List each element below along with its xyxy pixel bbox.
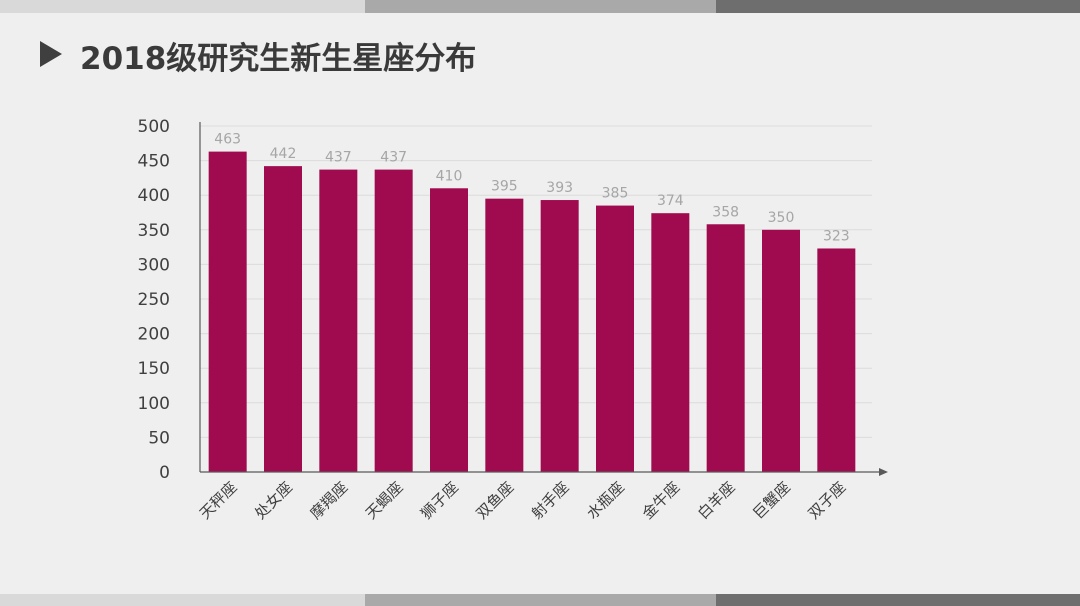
data-label: 350 <box>768 210 795 226</box>
x-tick-label: 天蝎座 <box>362 478 407 523</box>
bottom-bar-segment-mid <box>365 594 716 606</box>
data-label: 393 <box>546 180 573 196</box>
y-tick-label: 500 <box>138 117 170 137</box>
bar-6 <box>485 198 524 472</box>
data-label: 442 <box>270 146 297 162</box>
y-tick-label: 350 <box>138 221 170 241</box>
data-label: 374 <box>657 193 684 209</box>
x-tick-label: 白羊座 <box>694 478 739 523</box>
x-tick-label: 狮子座 <box>417 478 462 523</box>
data-label: 395 <box>491 179 518 195</box>
x-tick-label: 处女座 <box>251 478 296 523</box>
x-tick-label: 天秤座 <box>196 478 241 523</box>
y-tick-label: 200 <box>138 325 170 345</box>
data-label: 437 <box>325 150 352 166</box>
y-tick-label: 50 <box>148 428 170 448</box>
x-tick-label: 双鱼座 <box>473 478 518 523</box>
data-label: 323 <box>823 228 850 244</box>
bottom-bar-segment-dark <box>716 594 1080 606</box>
data-label: 463 <box>214 132 241 148</box>
data-label: 437 <box>380 150 407 166</box>
x-tick-label: 水瓶座 <box>583 478 628 523</box>
bar-11 <box>762 229 800 472</box>
top-bar-segment-light <box>0 0 365 13</box>
bar-8 <box>596 205 634 472</box>
data-label: 410 <box>436 168 463 184</box>
top-decor-bar <box>0 0 1080 13</box>
y-tick-label: 0 <box>159 463 170 483</box>
top-bar-segment-mid <box>365 0 716 13</box>
bar-5 <box>430 188 468 472</box>
bar-3 <box>319 169 358 472</box>
title-triangle-icon <box>40 41 62 67</box>
bar-1 <box>208 151 247 472</box>
y-tick-label: 300 <box>138 255 170 275</box>
x-tick-label: 射手座 <box>528 478 573 523</box>
bar-7 <box>540 200 579 472</box>
data-label: 358 <box>712 204 739 220</box>
y-tick-label: 150 <box>138 359 170 379</box>
y-tick-label: 400 <box>138 186 170 206</box>
y-tick-label: 450 <box>138 152 170 172</box>
bar-9 <box>651 213 690 472</box>
bar-4 <box>374 169 413 472</box>
x-tick-label: 双子座 <box>805 478 850 523</box>
x-tick-label: 金牛座 <box>639 478 684 523</box>
bar-10 <box>706 224 745 472</box>
x-axis-arrow-icon <box>879 468 888 476</box>
x-tick-label: 摩羯座 <box>307 478 352 523</box>
data-label: 385 <box>602 186 629 202</box>
bottom-decor-bar <box>0 594 1080 606</box>
page-title: 2018级研究生新生星座分布 <box>80 41 477 77</box>
bottom-bar-segment-light <box>0 594 365 606</box>
x-tick-label: 巨蟹座 <box>749 478 794 523</box>
y-tick-label: 100 <box>138 394 170 414</box>
top-bar-segment-dark <box>716 0 1080 13</box>
y-tick-label: 250 <box>138 290 170 310</box>
bar-2 <box>264 166 302 473</box>
bar-12 <box>817 248 856 472</box>
